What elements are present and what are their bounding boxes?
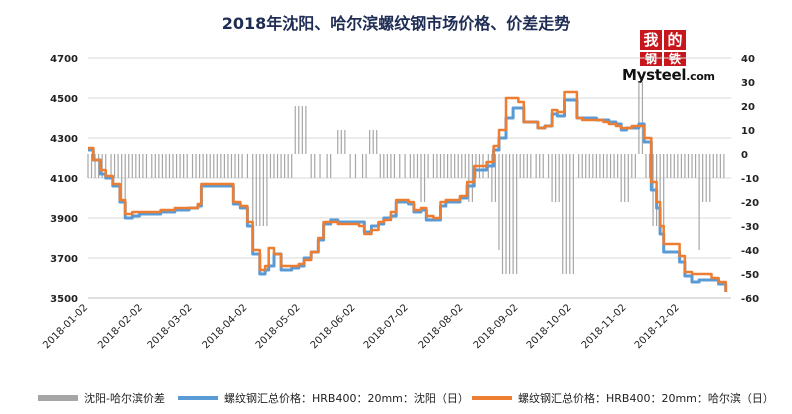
x-tick-label: 2018-08-02 [417,302,466,351]
x-tick-label: 2018-01-02 [41,302,90,351]
y-left-tick-label: 4700 [50,54,78,65]
x-tick-label: 2018-05-02 [254,302,303,351]
legend-haerbin: 螺纹钢汇总价格：HRB400：20mm：哈尔滨（日） [472,390,774,406]
y-right-tick-label: 40 [741,54,755,65]
x-tick-label: 2018-09-02 [472,302,521,351]
x-tick-label: 2018-11-02 [580,302,629,351]
logo-char-2: 的 [664,30,686,50]
y-right-tick-label: 0 [741,150,748,161]
y-right-tick-label: 10 [741,126,755,137]
legend-swatch-shenyang [178,396,218,400]
x-tick-label: 2018-12-02 [633,302,682,351]
legend-swatch-haerbin [472,396,512,400]
x-tick-label: 2018-02-02 [96,302,145,351]
y-left-tick-label: 4300 [50,134,78,145]
y-right-tick-label: -20 [741,198,759,209]
y-left-tick-label: 3500 [50,294,78,305]
y-right-tick-label: 20 [741,102,755,113]
y-right-tick-label: -60 [741,294,759,305]
y-left-tick-label: 3900 [50,214,78,225]
right-axis-labels: -60 -50 -40 -30 -20 -10 0 10 20 30 40 [741,54,759,305]
logo-brand-domain: .com [686,70,715,83]
y-right-tick-label: -30 [741,222,759,233]
y-left-tick-label: 3700 [50,254,78,265]
legend-spread: 沈阳-哈尔滨价差 [38,390,165,406]
logo-brand: Mysteel.com [622,66,715,84]
logo-char-4: 铁 [664,52,686,66]
price-lines [88,90,728,292]
y-right-tick-label: -50 [741,270,759,281]
legend-shenyang: 螺纹钢汇总价格：HRB400：20mm：沈阳（日） [178,390,469,406]
line-haerbin [88,90,727,292]
x-tick-label: 2018-03-02 [146,302,195,351]
x-tick-label: 2018-10-02 [525,302,574,351]
mysteel-logo: 我 的 钢 铁 Mysteel.com [622,30,718,84]
x-tick-label: 2018-06-02 [309,302,358,351]
logo-char-1: 我 [640,30,662,50]
y-right-tick-label: -10 [741,174,759,185]
y-left-tick-label: 4500 [50,94,78,105]
y-right-tick-label: -40 [741,246,759,257]
y-left-tick-label: 4100 [50,174,78,185]
legend-swatch-spread [38,395,78,401]
legend-label-spread: 沈阳-哈尔滨价差 [84,392,165,405]
legend-label-haerbin: 螺纹钢汇总价格：HRB400：20mm：哈尔滨（日） [518,392,774,405]
y-right-tick-label: 30 [741,78,755,89]
logo-char-3: 钢 [640,52,662,66]
spread-bars [87,82,725,274]
logo-brand-name: Mysteel [622,66,687,84]
legend-label-shenyang: 螺纹钢汇总价格：HRB400：20mm：沈阳（日） [224,392,469,405]
chart-title: 2018年沈阳、哈尔滨螺纹钢市场价格、价差走势 [221,14,571,33]
left-axis-labels: 3500 3700 3900 4100 4300 4500 4700 [50,54,78,305]
x-tick-label: 2018-04-02 [201,302,250,351]
grid-lines [88,57,731,299]
x-axis-labels: 2018-01-02 2018-02-02 2018-03-02 2018-04-02… [41,302,682,351]
x-tick-label: 2018-07-02 [362,302,411,351]
